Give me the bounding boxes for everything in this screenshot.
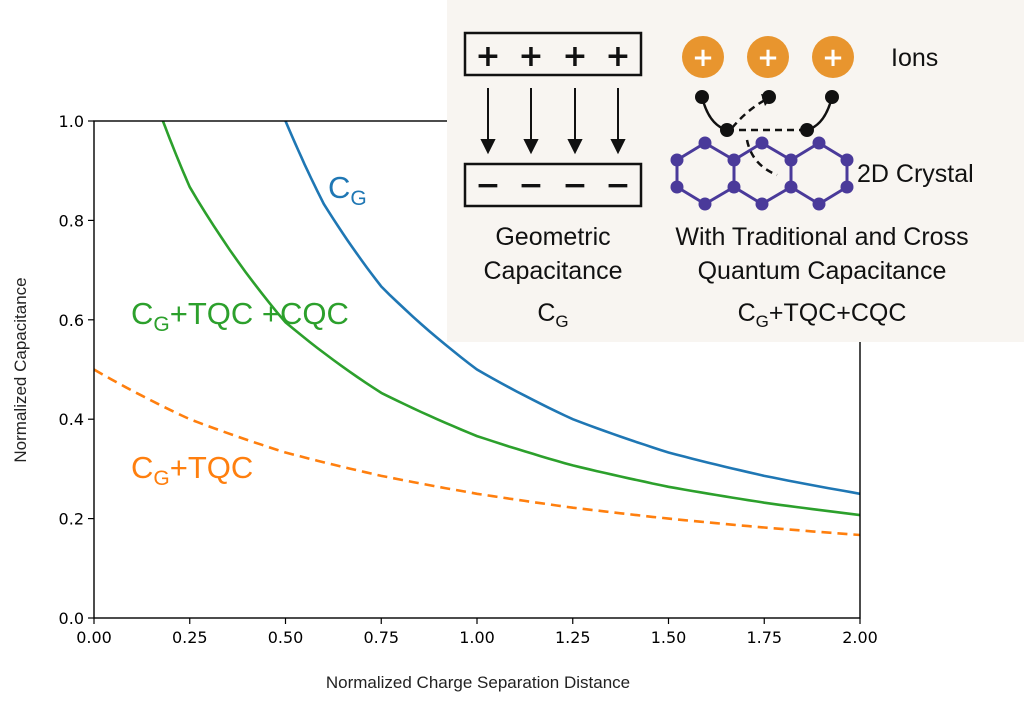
y-tick-label: 1.0 xyxy=(59,112,84,131)
x-tick-label: 0.00 xyxy=(76,628,112,647)
electron xyxy=(800,123,814,137)
crystal-label: 2D Crystal xyxy=(857,160,974,188)
cg-caption: CG xyxy=(537,299,568,331)
ion xyxy=(682,36,724,78)
lattice-atom xyxy=(840,180,854,194)
electron xyxy=(695,90,709,104)
minus-sign: − xyxy=(518,168,543,203)
quantum-caption-line1: With Traditional and Cross xyxy=(675,223,968,251)
series-layer xyxy=(94,121,860,537)
ion xyxy=(812,36,854,78)
electron xyxy=(825,90,839,104)
lattice-atom xyxy=(670,180,684,194)
series-label-2: CG+TQC xyxy=(131,450,253,490)
ions: + + + xyxy=(682,36,854,78)
y-tick-label: 0.8 xyxy=(59,211,84,230)
ion-plus-sign: + xyxy=(757,43,779,73)
x-tick-label: 1.00 xyxy=(459,628,495,647)
lattice-atom xyxy=(727,153,741,167)
minus-sign: − xyxy=(562,168,587,203)
x-axis-title: Normalized Charge Separation Distance xyxy=(326,673,630,692)
lattice-atom xyxy=(698,136,712,150)
y-tick-label: 0.4 xyxy=(59,410,84,429)
y-tick-label: 0.2 xyxy=(59,510,84,529)
x-tick-label: 1.50 xyxy=(651,628,687,647)
axes-layer: 0.00 0.25 0.50 0.75 1.00 1.25 1.50 1.75 2.00 0.0 0… xyxy=(59,112,878,647)
plus-sign: + xyxy=(605,39,630,74)
x-tick-label: 0.50 xyxy=(268,628,304,647)
series-line-2 xyxy=(94,368,860,537)
x-tick-label: 0.75 xyxy=(363,628,399,647)
lattice-atom xyxy=(698,197,712,211)
series-line-0 xyxy=(284,121,860,496)
electron xyxy=(762,90,776,104)
field-arrows xyxy=(480,88,626,155)
lattice-atom xyxy=(755,136,769,150)
lattice-atom xyxy=(812,136,826,150)
lattice-atom xyxy=(755,197,769,211)
minus-sign: − xyxy=(475,168,500,203)
schematic-drawing: + + + + − − − − + + + Ions xyxy=(463,31,974,331)
ion-plus-sign: + xyxy=(692,43,714,73)
lattice-atom xyxy=(840,153,854,167)
ion xyxy=(747,36,789,78)
series-label-1: CG+TQC +CQC xyxy=(131,296,349,336)
electron xyxy=(720,123,734,137)
geometric-caption-line2: Capacitance xyxy=(484,257,623,285)
x-tick-label: 1.25 xyxy=(555,628,591,647)
lattice-atom xyxy=(670,153,684,167)
quantum-caption-line2: Quantum Capacitance xyxy=(698,257,947,285)
x-tick-label: 1.75 xyxy=(746,628,782,647)
negative-plate xyxy=(463,162,643,208)
lattice-atom xyxy=(784,153,798,167)
plus-sign: + xyxy=(518,39,543,74)
combo-caption: CG+TQC+CQC xyxy=(738,299,907,331)
x-tick-label: 0.25 xyxy=(172,628,208,647)
y-axis-title: Normalized Capacitance xyxy=(11,277,30,462)
geometric-caption-line1: Geometric xyxy=(495,223,610,251)
positive-plate xyxy=(463,31,643,77)
lattice-atom xyxy=(727,180,741,194)
series-label-0: CG xyxy=(328,170,367,210)
minus-sign: − xyxy=(605,168,630,203)
lattice-atom xyxy=(784,180,798,194)
series-line-1 xyxy=(161,121,860,517)
ion-plus-sign: + xyxy=(822,43,844,73)
plus-sign: + xyxy=(475,39,500,74)
electron-paths xyxy=(700,96,834,177)
y-tick-label: 0.0 xyxy=(59,609,84,628)
x-tick-label: 2.00 xyxy=(842,628,878,647)
y-tick-label: 0.6 xyxy=(59,311,84,330)
lattice-atom xyxy=(812,197,826,211)
plus-sign: + xyxy=(562,39,587,74)
capacitance-schematic-inset: + + + + − − − − + + + Ions xyxy=(447,0,1024,342)
ions-label: Ions xyxy=(891,44,938,72)
series-labels: CG CG+TQC +CQC CG+TQC xyxy=(131,170,367,490)
crystal-lattice xyxy=(670,136,854,211)
